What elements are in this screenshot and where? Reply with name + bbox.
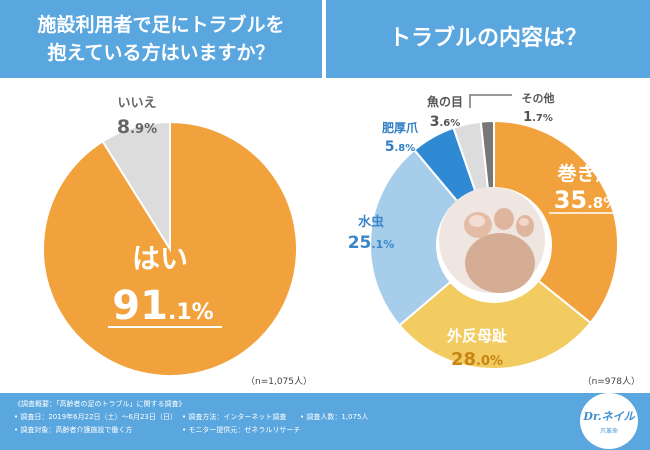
right-pie-slice-2: [369, 148, 459, 327]
right-pie: [369, 119, 619, 370]
slice-label-ingrown-nail: 巻き爪: [556, 162, 615, 185]
slice-label-corn: 魚の目: [427, 94, 463, 109]
pie-charts: はい 91.1% いいえ 8.9% （n=1,075人） 巻き爪 35.8% 外…: [42, 91, 640, 387]
data-label-yes: 91.1%: [112, 283, 213, 329]
logo-subtext: 爪革命: [599, 427, 618, 435]
survey-target: • 調査対象：高齢者介護施設で働く方: [14, 426, 133, 434]
left-pie-slice-1: [101, 120, 171, 253]
data-label-no: 8.9%: [117, 116, 157, 138]
data-label-ingrown-nail: 35.8%: [554, 186, 619, 214]
left-n-label: （n=1,075人）: [246, 376, 312, 387]
brand-logo: Dr.ネイル 爪革命: [580, 393, 638, 449]
left-chart-title: 施設利用者で足にトラブルを 抱えている方はいますか？: [37, 14, 285, 64]
survey-method: • 調査方法：インターネット調査: [182, 413, 287, 421]
survey-count: • 調査人数：1,075人: [300, 413, 369, 421]
slice-label-hallux-valgus: 外反母趾: [446, 327, 507, 345]
right-chart-header: トラブルの内容は？: [326, 0, 650, 78]
left-pie: [42, 120, 298, 377]
right-n-label: （n=978人）: [583, 376, 640, 387]
survey-provider: • モニター提供元：ゼネラルリサーチ: [182, 426, 301, 434]
right-pie-slice-1: [398, 279, 592, 370]
right-pie-labels: 巻き爪 35.8% 外反母趾 28.0% 水虫 25.1% 肥厚爪 5.8% 魚…: [348, 91, 640, 387]
survey-summary: 《調査概要：「高齢者の足のトラブル」に関する調査》: [14, 400, 186, 408]
slice-label-no: いいえ: [117, 96, 156, 111]
slice-label-athletes-foot: 水虫: [358, 214, 384, 230]
survey-footer: 《調査概要：「高齢者の足のトラブル」に関する調査》 • 調査日：2019年6月2…: [0, 393, 650, 450]
right-pie-slice-0: [493, 119, 619, 325]
data-label-corn: 3.6%: [430, 114, 461, 130]
data-label-hallux-valgus: 28.0%: [451, 349, 503, 370]
slice-label-thick-nail: 肥厚爪: [382, 120, 419, 135]
left-chart-header: 施設利用者で足にトラブルを 抱えている方はいますか？: [0, 0, 322, 78]
right-chart-title: トラブルの内容は？: [388, 26, 587, 51]
data-label-athletes-foot: 25.1%: [348, 233, 395, 253]
survey-date: • 調査日：2019年6月22日（土）〜6月23日（日）: [14, 413, 177, 421]
foot-photo: [439, 187, 545, 293]
data-label-other: 1.7%: [523, 110, 553, 125]
leader-line-other: [469, 94, 512, 108]
data-label-thick-nail: 5.8%: [385, 139, 416, 155]
slice-label-yes: はい: [132, 242, 188, 275]
logo-text: Dr.ネイル: [583, 409, 635, 423]
slice-label-other: その他: [522, 91, 555, 105]
left-pie-labels: はい 91.1% いいえ 8.9% （n=1,075人）: [108, 96, 312, 387]
